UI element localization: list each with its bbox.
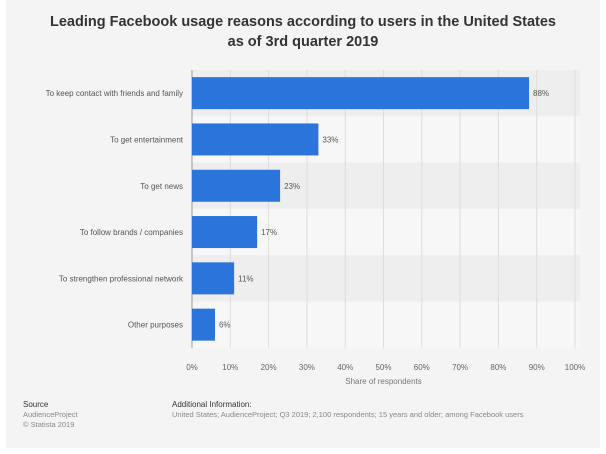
data-label: 88% bbox=[533, 89, 549, 98]
data-label: 17% bbox=[261, 228, 277, 237]
tick-label: 40% bbox=[337, 363, 353, 372]
category-label: To get entertainment bbox=[110, 135, 184, 144]
tick-label: 10% bbox=[222, 363, 238, 372]
category-label: To strengthen professional network bbox=[59, 274, 184, 283]
bar bbox=[192, 123, 319, 156]
data-label: 23% bbox=[284, 182, 300, 191]
tick-label: 100% bbox=[565, 363, 585, 372]
source-heading: Source bbox=[23, 400, 49, 409]
category-label: To follow brands / companies bbox=[80, 228, 183, 237]
tick-label: 30% bbox=[299, 363, 315, 372]
bar bbox=[192, 77, 530, 110]
row-band bbox=[192, 301, 580, 348]
row-band bbox=[192, 255, 580, 302]
tick-label: 50% bbox=[375, 363, 391, 372]
bar bbox=[192, 262, 235, 295]
tick-label: 80% bbox=[490, 363, 506, 372]
data-label: 11% bbox=[238, 274, 253, 283]
bar bbox=[192, 169, 281, 202]
data-label: 33% bbox=[322, 135, 338, 144]
category-label: To keep contact with friends and family bbox=[46, 89, 183, 98]
data-label: 6% bbox=[219, 321, 231, 330]
tick-label: 0% bbox=[186, 363, 198, 372]
source-text: AudienceProject bbox=[23, 410, 78, 419]
copyright-text: © Statista 2019 bbox=[23, 420, 75, 429]
x-axis-label: Share of respondents bbox=[345, 377, 422, 386]
tick-label: 60% bbox=[414, 363, 430, 372]
info-block: Additional Information: United States; A… bbox=[172, 400, 523, 420]
category-label: To get news bbox=[140, 182, 183, 191]
source-block: Source AudienceProject © Statista 2019 bbox=[23, 400, 78, 430]
bar bbox=[192, 308, 215, 341]
tick-label: 20% bbox=[261, 363, 277, 372]
tick-label: 70% bbox=[452, 363, 468, 372]
info-text: United States; AudienceProject; Q3 2019;… bbox=[172, 410, 524, 419]
category-label: Other purposes bbox=[128, 321, 183, 330]
chart-title: Leading Facebook usage reasons according… bbox=[49, 14, 556, 50]
tick-label: 90% bbox=[529, 363, 545, 372]
info-heading: Additional Information: bbox=[172, 400, 252, 409]
bar bbox=[192, 216, 258, 249]
